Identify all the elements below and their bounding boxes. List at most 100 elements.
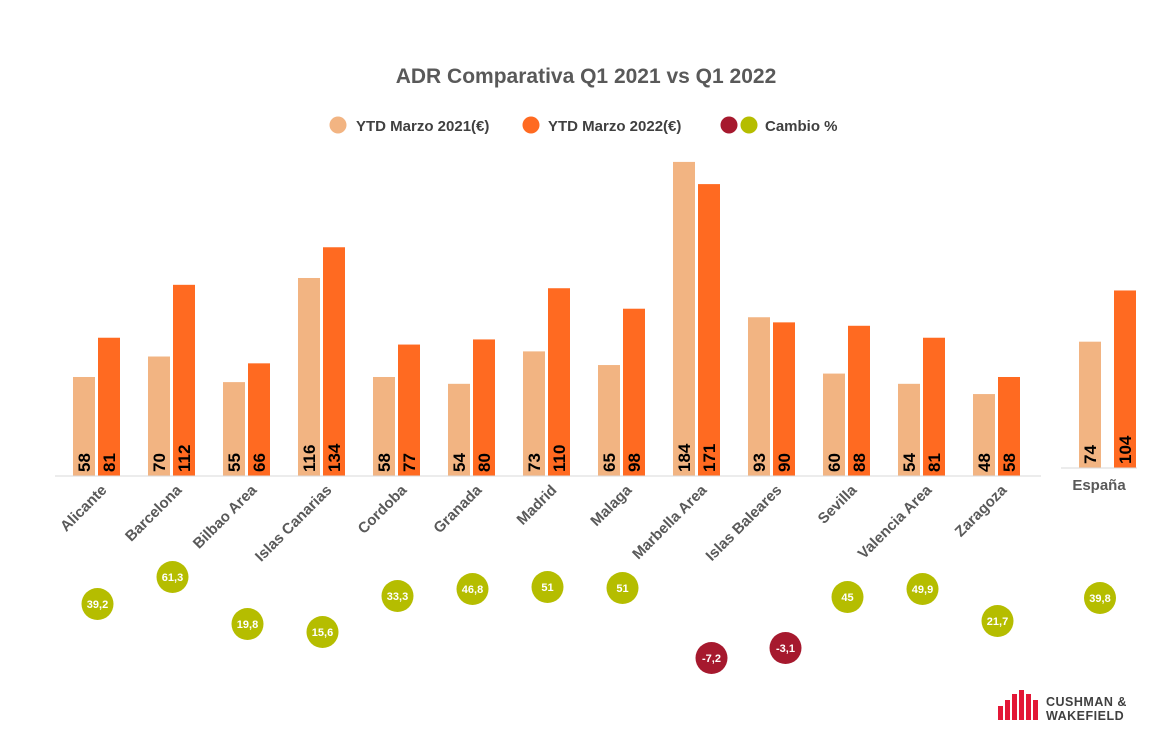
value-label-madrid-2021: 73 — [525, 453, 544, 472]
category-label-islas-canarias: Islas Canarias — [252, 482, 335, 565]
category-label-madrid: Madrid — [514, 482, 561, 529]
value-label-valencia-area-2021: 54 — [900, 453, 919, 472]
bar-granada-2022 — [473, 339, 495, 476]
change-label-alicante: 39,2 — [87, 599, 108, 611]
change-bubble-cordoba — [381, 580, 414, 612]
brand-logo-bar — [998, 706, 1003, 720]
bar-madrid-2022 — [548, 288, 570, 476]
legend-swatch-change-positive — [740, 116, 758, 134]
brand-line-2: WAKEFIELD — [1046, 709, 1124, 723]
value-label-islas-baleares-2022: 90 — [775, 453, 794, 472]
value-label-granada-2022: 80 — [475, 453, 494, 472]
value-label-zaragoza-2021: 48 — [975, 453, 994, 472]
change-bubble-madrid — [531, 571, 564, 603]
bar-cordoba-2021 — [373, 376, 395, 476]
change-label-islas-baleares: -3,1 — [776, 643, 795, 655]
value-label-malaga-2022: 98 — [625, 453, 644, 472]
value-label-espana-2021: 74 — [1081, 445, 1100, 464]
change-bubble-malaga — [606, 572, 639, 604]
bar-barcelona-2022 — [173, 284, 195, 476]
change-label-cordoba: 33,3 — [387, 591, 408, 603]
change-label-espana: 39,8 — [1089, 593, 1110, 605]
change-bubble-espana — [1084, 582, 1116, 614]
bar-espana-2022 — [1114, 290, 1136, 468]
brand-line-1: CUSHMAN & — [1046, 695, 1127, 709]
category-label-sevilla: Sevilla — [815, 481, 861, 527]
value-label-barcelona-2022: 112 — [175, 445, 194, 472]
value-label-valencia-area-2022: 81 — [925, 453, 944, 472]
value-label-zaragoza-2022: 58 — [1000, 453, 1019, 472]
change-bubbles: 39,2 61,3 19,8 15,6 33,3 46,8 51 51 -7,2 -3,1 45 49… — [81, 561, 1116, 674]
value-label-espana-2022: 104 — [1116, 435, 1135, 464]
category-label-marbella-area: Marbella Area — [629, 481, 711, 563]
value-label-malaga-2021: 65 — [600, 453, 619, 472]
category-label-bilbao-area: Bilbao Area — [190, 481, 261, 552]
change-bubble-valencia-area — [906, 573, 939, 605]
value-label-sevilla-2021: 60 — [825, 453, 844, 472]
change-label-bilbao-area: 19,8 — [237, 619, 258, 631]
value-labels: 58 81 70 112 55 66 116 134 58 77 54 80 73 110 65 98 184 1… — [75, 435, 1135, 472]
change-bubble-islas-canarias — [306, 616, 339, 648]
brand-logo-bar — [1019, 690, 1024, 720]
bar-cordoba-2022 — [398, 344, 420, 476]
change-label-sevilla: 45 — [841, 592, 853, 604]
change-label-malaga: 51 — [616, 583, 628, 595]
legend-swatch-2021 — [329, 116, 347, 134]
change-label-madrid: 51 — [541, 582, 553, 594]
legend-label-2022: YTD Marzo 2022(€) — [548, 118, 681, 135]
category-label-zaragoza: Zaragoza — [952, 481, 1011, 540]
legend-swatch-change-negative — [720, 116, 738, 134]
value-label-marbella-area-2022: 171 — [700, 444, 719, 472]
legend-swatch-2022 — [522, 116, 540, 134]
value-label-bilbao-area-2022: 66 — [250, 453, 269, 472]
change-bubble-sevilla — [831, 581, 864, 613]
bar-marbella-area-2021 — [673, 161, 695, 477]
bar-islas-baleares-2022 — [773, 322, 795, 476]
category-label-alicante: Alicante — [57, 482, 110, 535]
change-label-granada: 46,8 — [462, 584, 483, 596]
bar-islas-baleares-2021 — [748, 317, 770, 476]
bar-sevilla-2022 — [848, 325, 870, 476]
value-label-cordoba-2021: 58 — [375, 453, 394, 472]
change-label-marbella-area: -7,2 — [702, 653, 721, 665]
value-label-alicante-2022: 81 — [100, 453, 119, 472]
category-label-cordoba: Cordoba — [355, 481, 411, 537]
value-label-cordoba-2022: 77 — [400, 453, 419, 472]
bar-malaga-2022 — [623, 308, 645, 476]
bar-bilbao-area-2022 — [248, 363, 270, 476]
change-bubble-alicante — [81, 588, 114, 620]
change-label-valencia-area: 49,9 — [912, 584, 933, 596]
change-bubble-bilbao-area — [231, 608, 264, 640]
brand-logo-mark — [998, 690, 1038, 720]
brand-logo-bar — [1005, 700, 1010, 720]
brand-logo-bar — [1026, 694, 1031, 720]
bar-madrid-2021 — [523, 351, 545, 476]
cushman-wakefield-logo: CUSHMAN & WAKEFIELD — [998, 690, 1127, 723]
brand-logo-bar — [1033, 700, 1038, 720]
bar-granada-2021 — [448, 383, 470, 476]
bar-espana-2021 — [1079, 341, 1101, 468]
bar-sevilla-2021 — [823, 373, 845, 476]
brand-logo-bar — [1012, 694, 1017, 720]
chart-title: ADR Comparativa Q1 2021 vs Q1 2022 — [396, 65, 777, 88]
bar-alicante-2022 — [98, 337, 120, 476]
bar-islas-canarias-2022 — [323, 247, 345, 476]
bar-valencia-area-2022 — [923, 337, 945, 476]
bar-marks — [73, 161, 1136, 477]
value-label-marbella-area-2021: 184 — [675, 443, 694, 472]
legend-label-2021: YTD Marzo 2021(€) — [356, 118, 489, 135]
change-bubble-islas-baleares — [769, 632, 802, 664]
bar-zaragoza-2021 — [973, 394, 995, 476]
value-label-alicante-2021: 58 — [75, 453, 94, 472]
change-label-zaragoza: 21,7 — [987, 616, 1008, 628]
chart-legend: YTD Marzo 2021(€) YTD Marzo 2022(€) Camb… — [329, 116, 838, 135]
category-label-granada: Granada — [430, 481, 486, 537]
category-label-espana: España — [1072, 477, 1126, 494]
category-label-malaga: Malaga — [587, 481, 635, 529]
value-label-barcelona-2021: 70 — [150, 453, 169, 472]
change-bubble-barcelona — [156, 561, 189, 593]
change-label-islas-canarias: 15,6 — [312, 627, 333, 639]
value-label-bilbao-area-2021: 55 — [225, 453, 244, 472]
bar-marbella-area-2022 — [698, 184, 720, 476]
